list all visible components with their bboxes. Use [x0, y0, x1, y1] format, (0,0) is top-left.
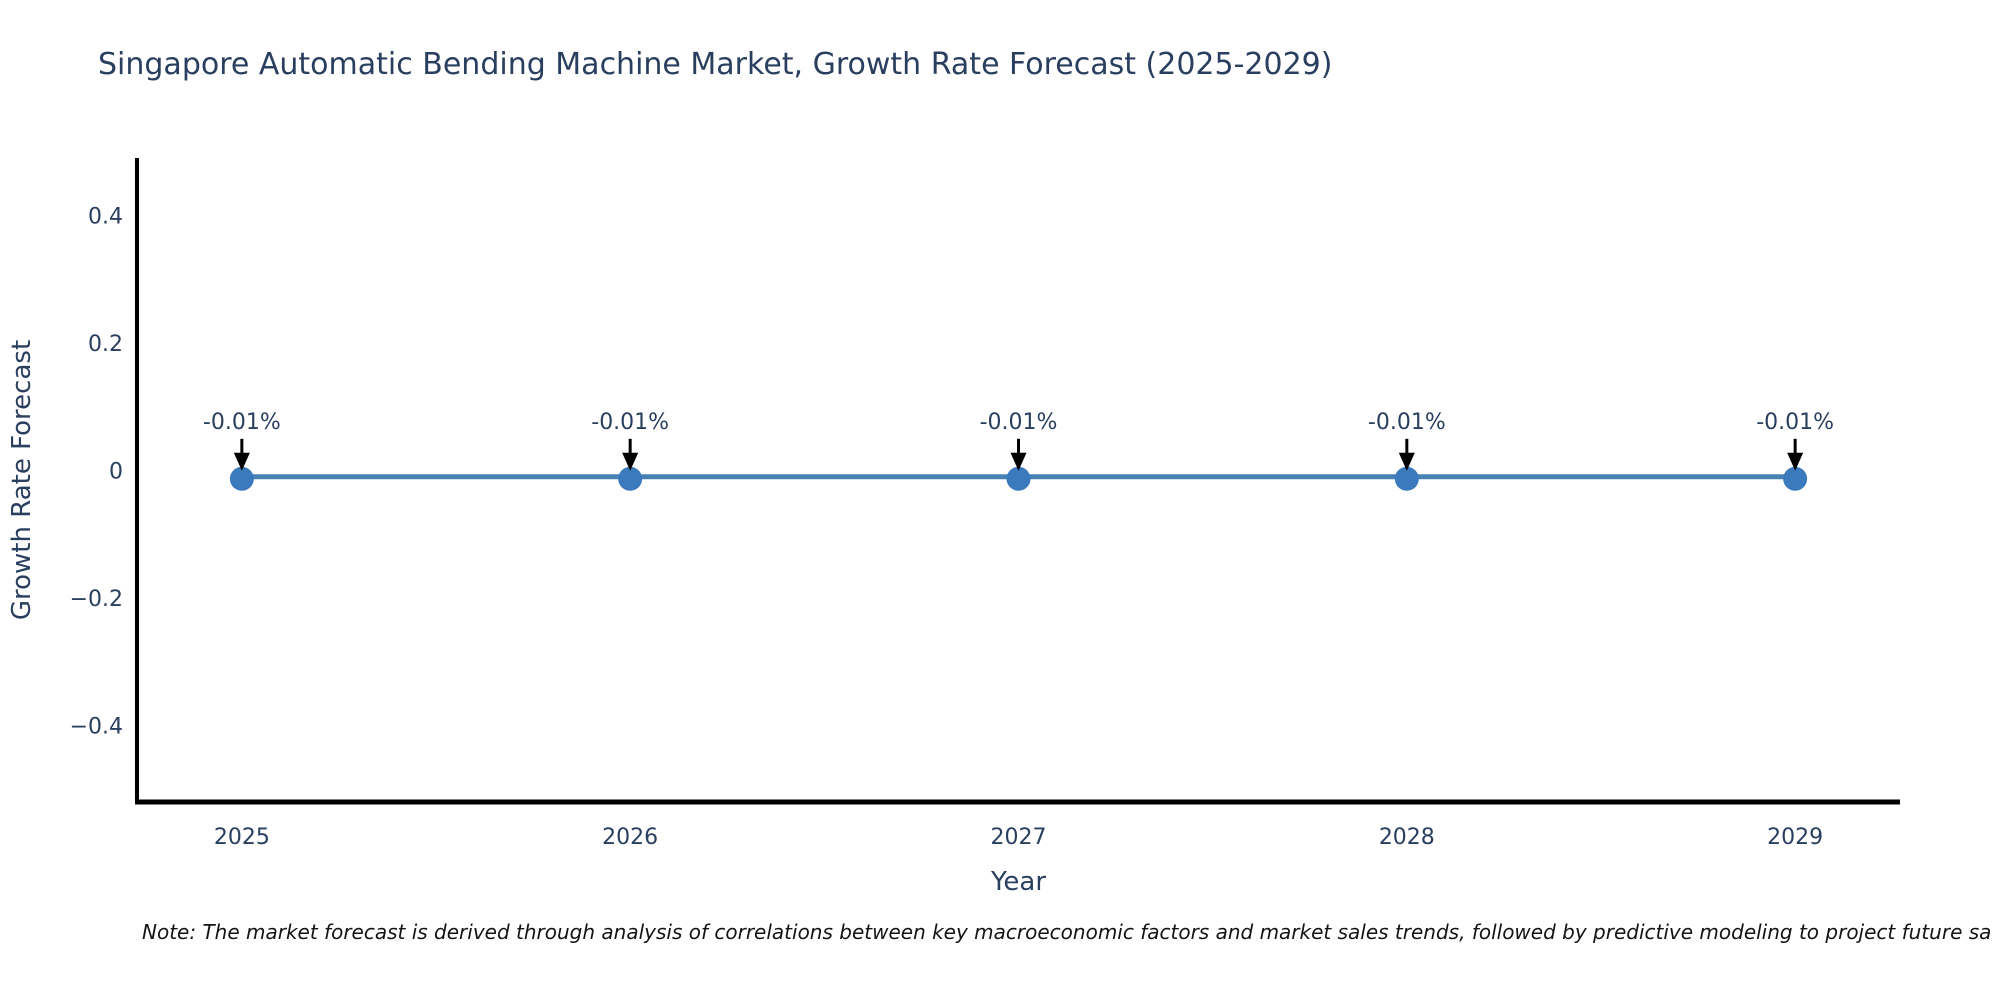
x-tick-label: 2025	[214, 825, 270, 850]
x-axis-title: Year	[990, 867, 1046, 897]
y-tick-label: 0	[109, 459, 123, 484]
footnote: Note: The market forecast is derived thr…	[142, 920, 1992, 944]
annotation-label: -0.01%	[1368, 410, 1446, 435]
annotation-arrowhead-icon	[1787, 452, 1804, 471]
x-tick-label: 2029	[1767, 825, 1823, 850]
annotation-arrowhead-icon	[1398, 452, 1415, 471]
annotation-label: -0.01%	[980, 410, 1058, 435]
y-tick-label: −0.2	[70, 587, 123, 612]
annotation-arrowhead-icon	[1010, 452, 1027, 471]
annotation-label: -0.01%	[203, 410, 281, 435]
data-point-marker	[618, 466, 643, 491]
data-point-marker	[1394, 466, 1419, 491]
annotation-label: -0.01%	[1756, 410, 1834, 435]
annotation-label: -0.01%	[591, 410, 669, 435]
x-tick-label: 2027	[991, 825, 1047, 850]
annotation-arrowhead-icon	[622, 452, 639, 471]
data-point-marker	[1006, 466, 1031, 491]
y-axis-title: Growth Rate Forecast	[7, 340, 37, 620]
x-tick-label: 2026	[602, 825, 658, 850]
annotation-arrowhead-icon	[233, 452, 250, 471]
y-tick-label: −0.4	[70, 714, 123, 739]
y-tick-label: 0.4	[88, 204, 123, 229]
y-tick-label: 0.2	[88, 332, 123, 357]
data-point-marker	[1783, 466, 1808, 491]
data-point-marker	[229, 466, 254, 491]
x-tick-label: 2028	[1379, 825, 1435, 850]
chart-title: Singapore Automatic Bending Machine Mark…	[98, 47, 1333, 82]
